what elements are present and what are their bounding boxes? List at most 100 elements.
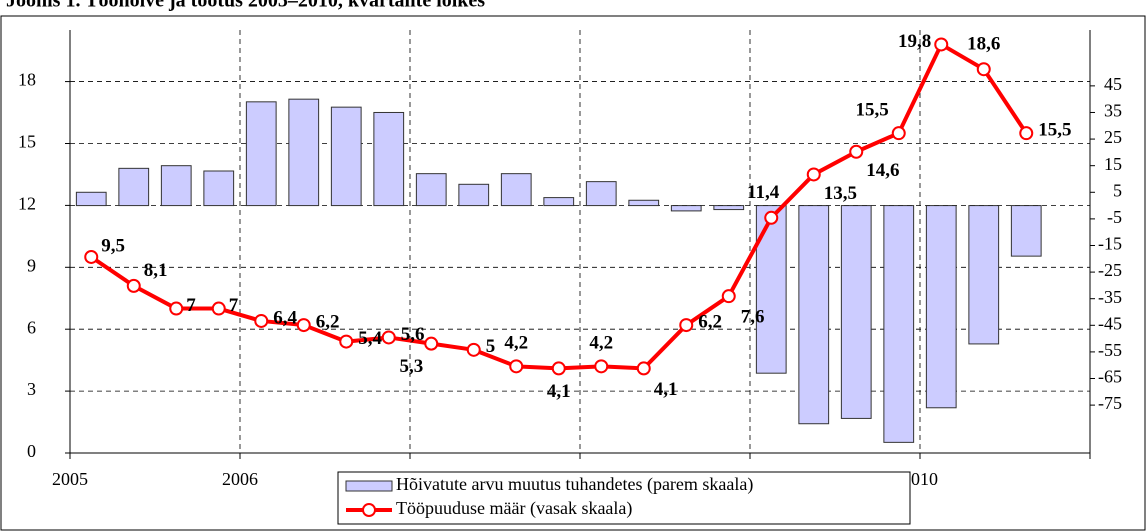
value-label: 9,5	[101, 235, 125, 256]
value-label: 13,5	[824, 183, 857, 204]
line-marker	[934, 37, 949, 52]
line-marker	[296, 318, 311, 333]
bar	[245, 101, 277, 207]
value-label: 5	[486, 336, 496, 357]
y2-tick-label: 45	[1104, 74, 1122, 94]
y-tick-label: 9	[27, 255, 36, 275]
value-label: 15,5	[1038, 120, 1071, 141]
y2-tick-label: 5	[1113, 180, 1122, 200]
bar	[1010, 205, 1042, 257]
line-marker	[849, 144, 864, 159]
y2-tick-label: -75	[1098, 393, 1122, 413]
line-marker	[466, 342, 481, 357]
bar	[118, 167, 150, 207]
bar	[755, 205, 787, 374]
value-label: 19,8	[898, 31, 931, 52]
line-marker	[721, 289, 736, 304]
y2-tick-label: -35	[1098, 287, 1122, 307]
x-tick-label: 2005	[52, 469, 88, 489]
line-marker	[976, 62, 991, 77]
bar	[925, 205, 957, 409]
value-label: 4,1	[547, 381, 571, 402]
value-label: 11,4	[747, 182, 780, 203]
line-marker	[169, 301, 184, 316]
line-marker	[1019, 126, 1034, 141]
line-marker	[764, 210, 779, 225]
legend-label: Hõivatute arvu muutus tuhandetes (parem …	[396, 474, 753, 495]
line-marker	[381, 330, 396, 345]
y2-tick-label: 25	[1104, 127, 1122, 147]
bar	[500, 173, 532, 207]
legend-swatch	[345, 480, 393, 492]
line-marker	[84, 249, 99, 264]
line-marker	[891, 126, 906, 141]
bar	[883, 205, 915, 443]
y2-tick-label: 15	[1104, 154, 1122, 174]
value-label: 14,6	[866, 160, 899, 181]
y2-tick-label: -15	[1098, 234, 1122, 254]
bar	[585, 181, 617, 207]
line-marker	[636, 361, 651, 376]
value-label: 15,5	[856, 100, 889, 121]
y2-tick-label: 35	[1104, 101, 1122, 121]
legend-label: Tööpuuduse määr (vasak skaala)	[396, 498, 632, 519]
value-label: 8,1	[144, 260, 168, 281]
line-marker	[339, 334, 354, 349]
bar	[75, 191, 107, 207]
y-tick-label: 12	[18, 194, 36, 214]
value-label: 4,1	[654, 379, 678, 400]
line-marker	[551, 361, 566, 376]
bar	[628, 199, 660, 207]
legend-swatch-marker	[362, 503, 376, 517]
value-label: 5,6	[401, 324, 425, 345]
y2-tick-label: -25	[1098, 260, 1122, 280]
value-label: 4,2	[589, 333, 613, 354]
bar	[798, 205, 830, 425]
bar	[330, 106, 362, 207]
value-label: 4,2	[504, 333, 528, 354]
y-tick-label: 18	[18, 70, 36, 90]
bar	[670, 205, 702, 212]
line-marker	[509, 359, 524, 374]
line-marker	[679, 318, 694, 333]
value-label: 18,6	[967, 34, 1000, 55]
value-label: 5,3	[400, 356, 424, 377]
value-label: 6,4	[273, 307, 297, 328]
legend-box	[337, 471, 911, 525]
y-tick-label: 3	[27, 379, 36, 399]
line-marker	[806, 167, 821, 182]
y-tick-label: 6	[27, 317, 36, 337]
bar	[458, 183, 490, 207]
bar	[415, 173, 447, 207]
line-marker	[594, 359, 609, 374]
bar	[288, 98, 320, 207]
line-marker	[126, 278, 141, 293]
y2-tick-label: -5	[1107, 207, 1122, 227]
bar	[203, 170, 235, 207]
y2-tick-label: -65	[1098, 367, 1122, 387]
chart-title: Joonis 1. Tööhõive ja töötus 2005–2010, …	[6, 0, 485, 12]
y-tick-label: 0	[27, 441, 36, 461]
bar	[373, 111, 405, 207]
x-tick-label: 2010	[902, 469, 938, 489]
y2-tick-label: -45	[1098, 313, 1122, 333]
line-marker	[424, 336, 439, 351]
bar	[968, 205, 1000, 345]
y-tick-label: 15	[18, 132, 36, 152]
x-tick-label: 2006	[222, 469, 258, 489]
value-label: 6,2	[316, 311, 340, 332]
bar	[713, 205, 745, 211]
value-label: 5,4	[358, 328, 382, 349]
bar	[543, 197, 575, 207]
bar	[840, 205, 872, 419]
line-marker	[254, 313, 269, 328]
chart-frame	[0, 15, 1146, 531]
bar	[160, 165, 192, 207]
value-label: 6,2	[698, 311, 722, 332]
value-label: 7	[229, 295, 239, 316]
line-marker	[211, 301, 226, 316]
value-label: 7,6	[741, 307, 765, 328]
value-label: 7	[186, 295, 196, 316]
